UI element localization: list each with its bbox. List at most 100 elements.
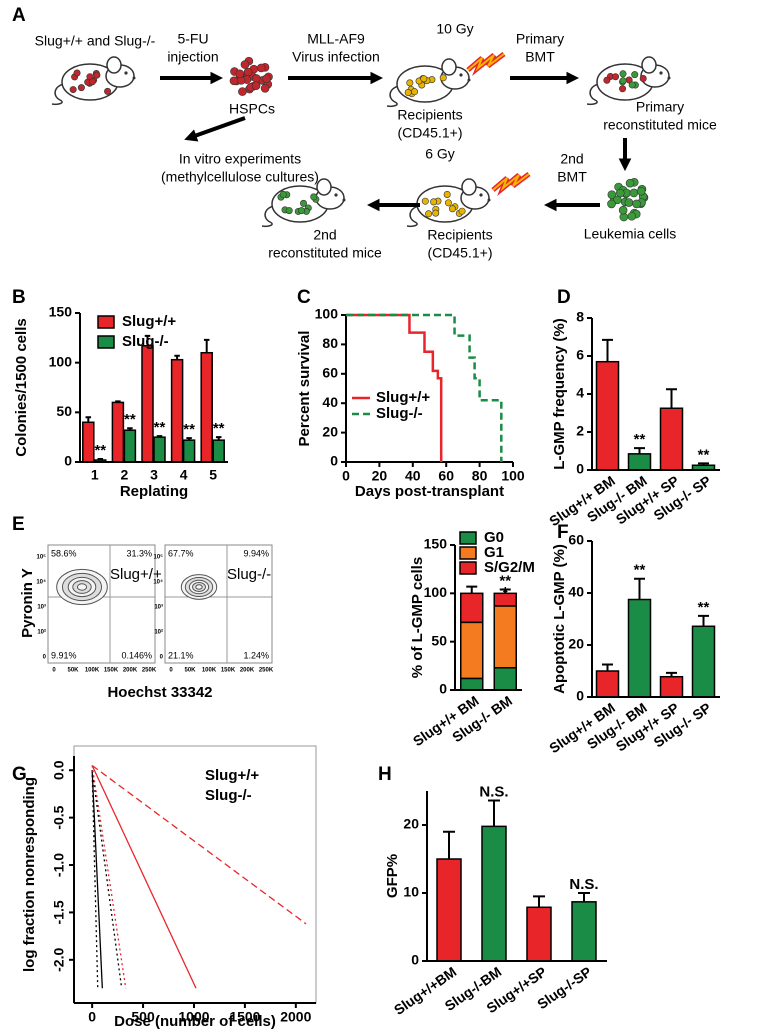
y-tick-label: 10⁵: [154, 555, 164, 561]
label: Slug+/+ and Slug-/-: [35, 33, 156, 49]
line-series: [91, 764, 307, 925]
quadrant-percent: 67.7%: [168, 548, 194, 558]
y-tick-label: 50: [56, 403, 72, 419]
cell: [299, 199, 307, 207]
y-tick-label: 10⁵: [37, 555, 47, 561]
y-tick-label: 80: [322, 335, 338, 351]
bar: [571, 901, 597, 962]
cell: [229, 76, 239, 86]
y-tick-label: 0: [43, 655, 47, 661]
x-tick-label: 50K: [184, 668, 196, 674]
legend-label: Slug+/+: [205, 767, 259, 784]
cell: [619, 85, 627, 93]
legend-label: G1: [484, 544, 504, 561]
bar: [182, 439, 196, 463]
y-tick-label: 0: [160, 655, 164, 661]
y-tick-label: 0: [330, 453, 338, 469]
y-tick-label: 0: [64, 453, 72, 469]
bar: [436, 858, 462, 962]
y-tick-label: 40: [568, 584, 584, 600]
cell: [252, 74, 261, 83]
cell: [629, 188, 639, 198]
bar: [627, 598, 652, 698]
x-tick-label: 4: [180, 467, 188, 483]
y-tick-label: 150: [424, 536, 448, 552]
y-tick-label: 0.0: [51, 760, 67, 780]
label: Leukemia cells: [584, 226, 677, 242]
x-tick-label: 2000: [280, 1009, 311, 1025]
label: Recipients: [427, 227, 492, 243]
cell: [297, 207, 305, 215]
cell: [285, 207, 293, 215]
cell: [279, 190, 287, 198]
cell: [421, 197, 429, 205]
axis-title: % of L-GMP cells: [409, 557, 426, 678]
y-tick-label: 10⁴: [153, 580, 163, 586]
quadrant-percent: 31.3%: [126, 548, 152, 558]
significance: **: [634, 431, 646, 448]
label: 2nd: [313, 227, 336, 243]
axis-title: log fraction nonresponding: [21, 777, 38, 972]
y-tick-label: 10²: [154, 629, 163, 636]
line-series: [91, 770, 123, 989]
label: Virus infection: [292, 49, 380, 65]
line-series: [91, 765, 197, 989]
bar: [481, 825, 507, 962]
quadrant-percent: 9.91%: [51, 650, 77, 660]
axis-title: Colonies/1500 cells: [13, 318, 30, 456]
flow-frame: [47, 544, 156, 664]
x-tick-label: 0: [342, 468, 350, 484]
error-bar: [443, 830, 455, 859]
label: Primary: [636, 99, 684, 115]
y-tick-label: 0: [411, 952, 419, 968]
legend-label: S/G2/M: [484, 559, 535, 576]
axis-title: Dose (number of cells): [114, 1013, 276, 1030]
cell: [631, 71, 639, 79]
label: injection: [167, 49, 218, 65]
bar: [460, 592, 484, 624]
y-tick-label: 0: [439, 681, 447, 697]
cell: [607, 190, 617, 200]
x-tick-label: 60: [438, 468, 454, 484]
x-tick-label: 250K: [142, 668, 157, 674]
y-tick-label: 2: [576, 423, 584, 439]
x-tick-label: 0: [88, 1009, 96, 1025]
cell: [406, 79, 414, 87]
error-bar: [602, 663, 613, 671]
y-tick-label: 50: [431, 632, 447, 648]
significance: N.S.: [479, 783, 508, 800]
bar: [170, 358, 184, 463]
panel-label: B: [12, 287, 26, 308]
y-tick-label: 60: [568, 532, 584, 548]
line-series: [91, 770, 99, 989]
legend-label: Slug+/+: [376, 389, 430, 406]
schematic: A Slug+/+ and Slug-/- 5-FU injection HSP…: [12, 5, 717, 261]
label: Recipients: [397, 107, 462, 123]
error-bar: [174, 354, 180, 360]
cell: [262, 74, 271, 84]
label: In vitro experiments: [179, 151, 301, 167]
cell: [627, 211, 637, 221]
error-bar: [533, 895, 545, 908]
cell: [420, 75, 428, 83]
cell: [104, 87, 112, 95]
line-series: [346, 313, 503, 462]
label: 10 Gy: [436, 21, 473, 37]
cell: [73, 69, 81, 77]
bar: [595, 670, 620, 698]
y-tick-label: 60: [322, 365, 338, 381]
label: (CD45.1+): [398, 125, 463, 141]
cell: [619, 77, 627, 85]
axis-title: Apoptotic L-GMP (%): [551, 544, 568, 694]
error-bar: [203, 338, 210, 353]
cell: [603, 76, 611, 84]
cell: [69, 86, 77, 94]
cell: [425, 210, 433, 218]
axis-title: GFP%: [384, 854, 401, 898]
cell: [444, 199, 452, 207]
x-tick-label: 40: [405, 468, 421, 484]
significance: **: [698, 446, 710, 463]
significance: N.S.: [569, 876, 598, 893]
label: 6 Gy: [425, 146, 455, 162]
